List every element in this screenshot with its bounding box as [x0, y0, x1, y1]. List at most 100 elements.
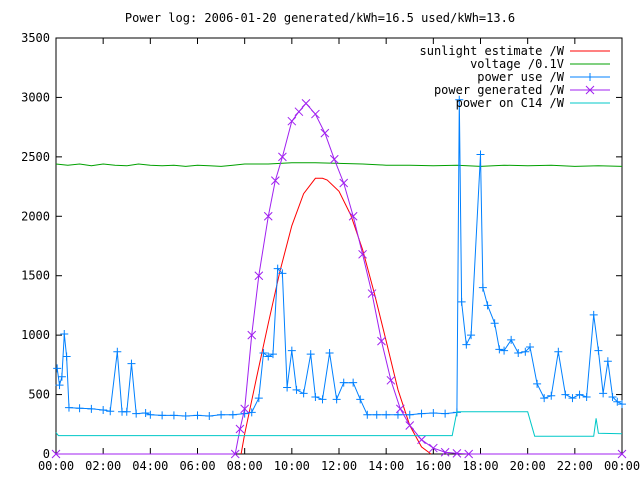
- data-point: [533, 379, 542, 388]
- data-point: [514, 348, 523, 357]
- data-point: [608, 392, 617, 401]
- data-point: [181, 411, 190, 420]
- data-point: [440, 447, 450, 457]
- x-tick-label: 02:00: [85, 459, 121, 473]
- data-point: [582, 392, 591, 401]
- data-point: [464, 449, 474, 459]
- y-tick-label: 3000: [21, 90, 50, 104]
- data-point: [106, 407, 115, 416]
- data-point: [452, 449, 462, 458]
- legend-label: sunlight estimate /W: [420, 44, 565, 58]
- data-point: [367, 289, 377, 298]
- data-point: [264, 352, 273, 361]
- data-point: [540, 394, 549, 403]
- data-point: [217, 410, 226, 419]
- data-point: [476, 150, 485, 159]
- data-point: [554, 347, 563, 356]
- data-point: [547, 391, 556, 400]
- data-point: [51, 449, 61, 459]
- data-point: [521, 347, 530, 356]
- data-point: [613, 397, 622, 406]
- data-point: [594, 346, 603, 355]
- data-point: [568, 394, 577, 403]
- data-point: [363, 410, 372, 419]
- data-point: [348, 211, 358, 221]
- x-tick-label: 08:00: [227, 459, 263, 473]
- data-point: [393, 410, 402, 419]
- data-point: [55, 381, 64, 390]
- data-point: [87, 404, 96, 413]
- series-line: [56, 99, 623, 417]
- data-point: [62, 352, 71, 361]
- data-point: [329, 154, 339, 164]
- data-point: [526, 343, 535, 352]
- data-point: [287, 116, 297, 126]
- data-point: [235, 424, 245, 434]
- data-point: [377, 336, 386, 346]
- data-point: [99, 406, 108, 415]
- data-point: [158, 411, 167, 420]
- data-point: [599, 389, 608, 398]
- data-point: [441, 409, 450, 418]
- series-power-generated-w: [51, 99, 627, 459]
- data-point: [75, 404, 84, 413]
- data-point: [141, 408, 150, 417]
- data-point: [240, 404, 250, 414]
- y-tick-label: 2500: [21, 150, 50, 164]
- x-tick-label: 16:00: [415, 459, 451, 473]
- x-tick-label: 06:00: [179, 459, 215, 473]
- data-point: [53, 364, 62, 373]
- data-point: [561, 390, 570, 399]
- data-point: [457, 297, 466, 306]
- data-point: [332, 395, 341, 404]
- data-point: [478, 283, 487, 292]
- data-point: [618, 400, 626, 409]
- y-tick-label: 2000: [21, 209, 50, 223]
- data-point: [490, 319, 499, 328]
- data-point: [617, 449, 627, 459]
- data-point: [575, 390, 584, 399]
- data-point: [301, 99, 311, 108]
- data-point: [467, 331, 476, 340]
- data-point: [507, 335, 516, 344]
- data-point: [483, 301, 492, 310]
- data-point: [405, 410, 414, 419]
- data-point: [429, 408, 438, 417]
- x-tick-label: 04:00: [132, 459, 168, 473]
- data-point: [113, 347, 122, 356]
- data-point: [294, 107, 304, 117]
- data-point: [455, 95, 464, 104]
- data-point: [287, 346, 296, 355]
- x-tick-label: 20:00: [510, 459, 546, 473]
- data-point: [273, 264, 282, 273]
- y-tick-label: 0: [43, 447, 50, 461]
- data-point: [205, 411, 214, 420]
- data-point: [247, 408, 256, 417]
- chart-title: Power log: 2006-01-20 generated/kWh=16.5…: [125, 11, 515, 25]
- x-axis: 00:00 02:00 04:00 06:00 08:00 10:00 12:00 14:00…: [38, 38, 640, 473]
- data-point: [495, 345, 504, 354]
- series-sunlight-estimate-w: [240, 177, 432, 455]
- data-point: [382, 410, 391, 419]
- data-point: [349, 378, 358, 387]
- data-point: [405, 421, 415, 430]
- legend-label: power on C14 /W: [456, 96, 565, 110]
- data-point: [263, 211, 273, 221]
- data-point: [372, 410, 381, 419]
- series-line: [55, 162, 623, 167]
- data-point: [268, 350, 277, 359]
- y-tick-label: 3500: [21, 31, 50, 45]
- data-point: [325, 348, 334, 357]
- legend-label: voltage /0.1V: [470, 57, 564, 71]
- data-point: [230, 449, 240, 459]
- y-tick-label: 500: [28, 388, 50, 402]
- data-point: [64, 403, 73, 412]
- data-point: [299, 389, 308, 398]
- data-point: [589, 310, 598, 319]
- data-point: [292, 385, 301, 394]
- data-point: [358, 249, 367, 259]
- data-point: [339, 178, 349, 188]
- data-point: [462, 340, 471, 349]
